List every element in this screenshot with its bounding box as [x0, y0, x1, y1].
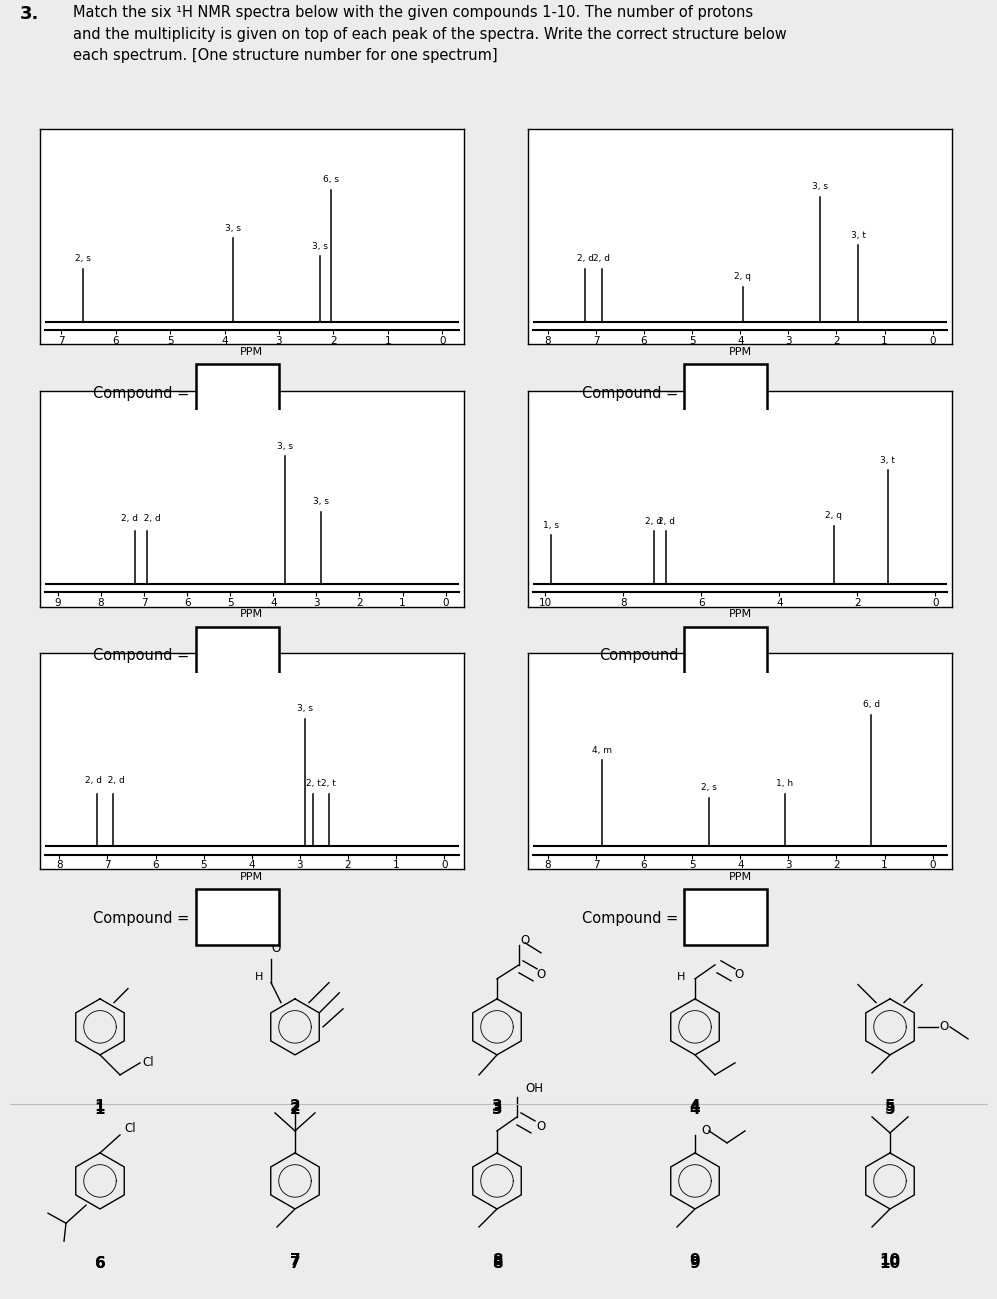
Text: 3, s: 3, s — [297, 704, 313, 713]
Text: 3, s: 3, s — [313, 498, 329, 507]
Text: 6: 6 — [95, 1256, 106, 1272]
Text: O: O — [735, 968, 744, 981]
Text: 2, s: 2, s — [75, 255, 91, 264]
Text: 1: 1 — [95, 1103, 106, 1117]
Text: 2, d  2, d: 2, d 2, d — [121, 514, 161, 523]
Text: 3, t: 3, t — [880, 456, 895, 465]
Text: 2: 2 — [289, 1099, 300, 1115]
Text: Compound =: Compound = — [94, 386, 189, 401]
Text: 8: 8 — [492, 1254, 502, 1269]
Text: 10: 10 — [879, 1256, 900, 1272]
Text: O: O — [536, 968, 545, 981]
Bar — [195, 364, 278, 420]
Text: 2, s: 2, s — [701, 783, 717, 792]
Text: 3, s: 3, s — [312, 242, 328, 251]
Text: Compound: Compound — [599, 648, 678, 664]
Text: 3, s: 3, s — [812, 182, 828, 191]
Text: H: H — [677, 972, 685, 982]
Text: 2: 2 — [289, 1103, 300, 1117]
Text: 3: 3 — [492, 1099, 502, 1115]
Text: 3, s: 3, s — [224, 223, 240, 233]
Bar — [195, 890, 278, 946]
X-axis label: PPM: PPM — [729, 609, 752, 620]
Text: 4, m: 4, m — [591, 746, 612, 755]
Text: Compound =: Compound = — [94, 648, 189, 664]
Text: 3.: 3. — [20, 5, 39, 23]
X-axis label: PPM: PPM — [729, 872, 752, 882]
Text: Cl: Cl — [125, 1122, 136, 1135]
Text: 5: 5 — [884, 1103, 895, 1117]
X-axis label: PPM: PPM — [729, 347, 752, 357]
Text: Cl: Cl — [143, 1056, 154, 1069]
Text: 9: 9 — [690, 1256, 700, 1272]
Text: 4: 4 — [690, 1103, 700, 1117]
Text: Compound =: Compound = — [94, 911, 189, 926]
Text: 2, t: 2, t — [321, 779, 336, 788]
Text: 2, q: 2, q — [734, 273, 751, 282]
Text: O: O — [939, 1021, 948, 1034]
Text: 1, s: 1, s — [543, 521, 559, 530]
Text: 2, q: 2, q — [826, 511, 842, 520]
Text: OH: OH — [525, 1082, 543, 1095]
Text: 6, d: 6, d — [862, 700, 879, 709]
Text: 3: 3 — [492, 1103, 502, 1117]
Text: 7: 7 — [290, 1254, 300, 1269]
X-axis label: PPM: PPM — [240, 872, 263, 882]
Text: 10: 10 — [879, 1254, 900, 1269]
Text: 2, d: 2, d — [593, 255, 610, 264]
Text: Compound =: Compound = — [582, 911, 678, 926]
Text: 5: 5 — [884, 1099, 895, 1115]
Text: O: O — [701, 1125, 710, 1138]
Bar — [684, 364, 767, 420]
X-axis label: PPM: PPM — [240, 609, 263, 620]
Text: Compound =: Compound = — [582, 386, 678, 401]
Text: 2, d: 2, d — [645, 517, 662, 526]
Text: 1, h: 1, h — [776, 779, 793, 788]
Text: 2, d: 2, d — [577, 255, 594, 264]
Text: 3, s: 3, s — [277, 442, 293, 451]
Bar — [684, 626, 767, 683]
Text: 2, t: 2, t — [306, 779, 321, 788]
Text: O: O — [271, 942, 280, 955]
Text: 4: 4 — [690, 1099, 700, 1115]
Text: 8: 8 — [492, 1256, 502, 1272]
Text: 6, s: 6, s — [323, 175, 339, 184]
Bar — [195, 626, 278, 683]
X-axis label: PPM: PPM — [240, 347, 263, 357]
Text: 2, d  2, d: 2, d 2, d — [85, 777, 125, 786]
Text: O: O — [520, 934, 529, 947]
Bar — [684, 890, 767, 946]
Text: 7: 7 — [290, 1256, 300, 1272]
Text: H: H — [255, 972, 263, 982]
Text: O: O — [536, 1121, 545, 1134]
Text: 9: 9 — [690, 1254, 700, 1269]
Text: 1: 1 — [95, 1099, 106, 1115]
Text: Match the six ¹H NMR spectra below with the given compounds ⁠​1-10. The number o: Match the six ¹H NMR spectra below with … — [73, 5, 787, 64]
Text: 2, d: 2, d — [658, 517, 675, 526]
Text: 3, t: 3, t — [850, 231, 865, 240]
Text: 6: 6 — [95, 1256, 106, 1272]
